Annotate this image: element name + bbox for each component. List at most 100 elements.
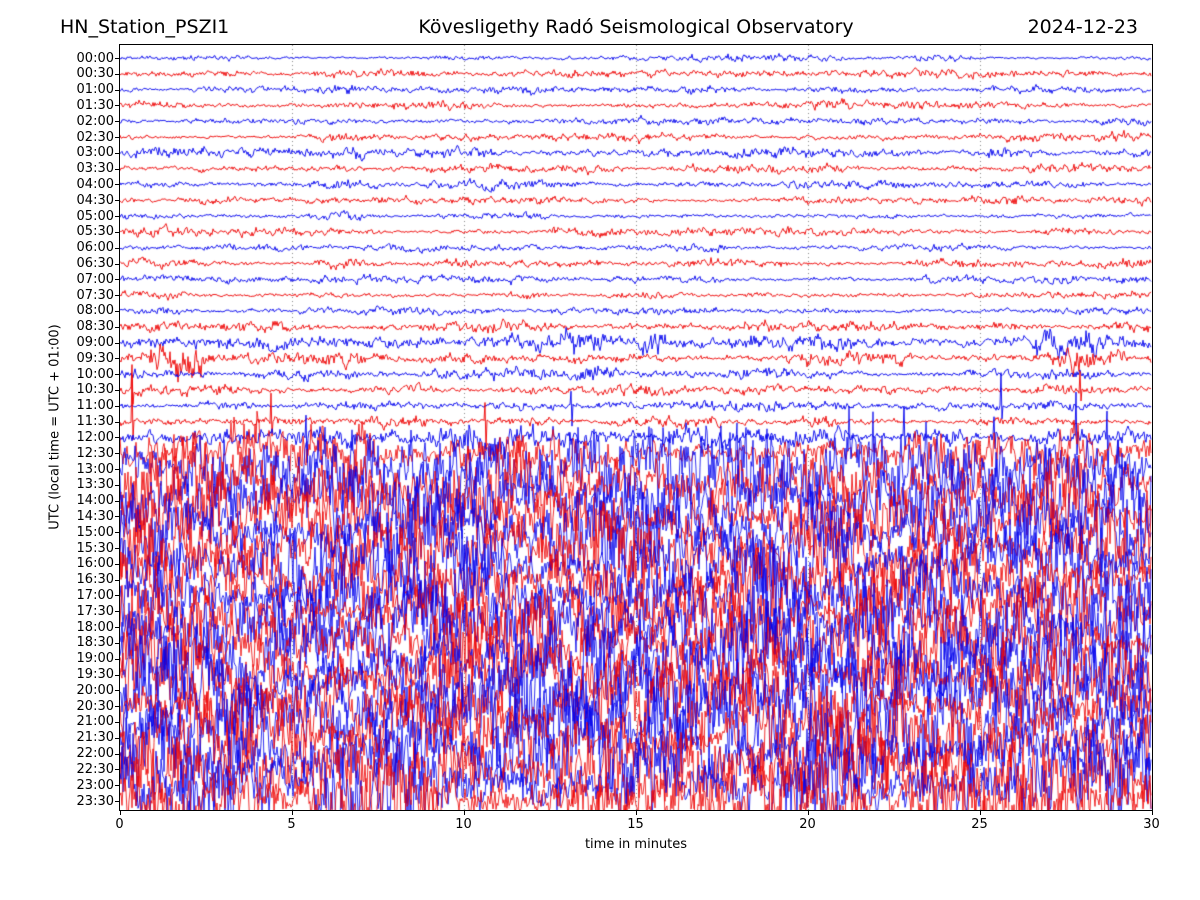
y-tick-mark bbox=[115, 89, 119, 91]
x-tick-label: 30 bbox=[1143, 817, 1160, 832]
x-tick-label: 10 bbox=[455, 817, 472, 832]
y-tick-mark bbox=[115, 389, 119, 391]
y-tick-mark bbox=[115, 532, 119, 534]
y-tick-mark bbox=[115, 579, 119, 581]
y-tick-mark bbox=[115, 326, 119, 328]
x-tick-label: 0 bbox=[115, 817, 124, 832]
y-tick-label: 11:00 bbox=[76, 398, 114, 414]
y-tick-label: 19:00 bbox=[76, 651, 114, 667]
y-tick-label: 06:30 bbox=[76, 256, 114, 271]
y-tick-mark bbox=[115, 721, 119, 723]
y-tick-label: 16:00 bbox=[76, 556, 114, 572]
y-tick-mark bbox=[115, 342, 119, 344]
observatory-title: Kövesligethy Radó Seismological Observat… bbox=[418, 16, 854, 38]
x-tick-mark bbox=[1151, 811, 1153, 815]
y-tick-label: 13:00 bbox=[76, 461, 114, 477]
y-tick-mark bbox=[115, 421, 119, 423]
y-tick-mark bbox=[115, 469, 119, 471]
y-tick-mark bbox=[115, 152, 119, 154]
y-tick-mark bbox=[115, 437, 119, 439]
y-tick-mark bbox=[115, 168, 119, 170]
y-tick-label: 19:30 bbox=[76, 667, 114, 683]
y-tick-mark bbox=[115, 358, 119, 360]
x-tick-mark bbox=[635, 811, 637, 815]
y-tick-label: 00:30 bbox=[76, 66, 114, 82]
y-tick-mark bbox=[115, 105, 119, 107]
y-tick-mark bbox=[115, 216, 119, 218]
y-tick-mark bbox=[115, 184, 119, 186]
y-tick-label: 23:30 bbox=[76, 793, 114, 809]
y-tick-mark bbox=[115, 627, 119, 629]
y-tick-mark bbox=[115, 58, 119, 59]
y-tick-label: 22:30 bbox=[76, 761, 114, 777]
y-tick-mark bbox=[115, 121, 119, 123]
y-tick-mark bbox=[115, 295, 119, 297]
y-tick-label: 08:30 bbox=[76, 319, 114, 335]
y-tick-mark bbox=[115, 753, 119, 755]
x-tick-label: 15 bbox=[627, 817, 644, 832]
y-tick-label: 16:30 bbox=[76, 572, 114, 588]
y-tick-label: 15:00 bbox=[76, 524, 114, 540]
y-tick-mark bbox=[115, 500, 119, 502]
y-tick-label: 18:30 bbox=[76, 635, 114, 651]
station-title: HN_Station_PSZI1 bbox=[60, 16, 230, 38]
y-tick-label: 02:00 bbox=[76, 113, 114, 129]
y-tick-mark bbox=[115, 737, 119, 739]
y-tick-mark bbox=[115, 263, 119, 265]
x-tick-mark bbox=[463, 811, 465, 815]
y-tick-mark bbox=[115, 73, 119, 75]
y-tick-mark bbox=[115, 231, 119, 233]
y-tick-label: 04:00 bbox=[76, 176, 114, 192]
y-tick-mark bbox=[115, 247, 119, 249]
y-tick-mark bbox=[115, 548, 119, 550]
y-tick-label: 07:00 bbox=[76, 271, 114, 287]
y-tick-label: 07:30 bbox=[76, 287, 114, 303]
plot-area bbox=[119, 44, 1153, 811]
y-tick-label: 14:00 bbox=[76, 493, 114, 509]
y-tick-label: 05:30 bbox=[76, 224, 114, 240]
x-tick-mark bbox=[291, 811, 293, 815]
y-tick-mark bbox=[115, 658, 119, 660]
y-tick-label: 09:00 bbox=[76, 335, 114, 351]
y-tick-label: 21:00 bbox=[76, 714, 114, 730]
y-tick-label: 02:30 bbox=[76, 129, 114, 145]
y-tick-label: 20:30 bbox=[76, 698, 114, 714]
y-tick-label: 21:30 bbox=[76, 730, 114, 746]
y-tick-label: 10:00 bbox=[76, 366, 114, 382]
y-tick-mark bbox=[115, 706, 119, 708]
y-tick-mark bbox=[115, 200, 119, 202]
y-tick-mark bbox=[115, 405, 119, 407]
x-tick-mark bbox=[807, 811, 809, 815]
x-axis-label: time in minutes bbox=[584, 837, 688, 852]
y-tick-label: 23:00 bbox=[76, 777, 114, 793]
y-tick-label: 08:00 bbox=[76, 303, 114, 319]
y-tick-label: 17:00 bbox=[76, 587, 114, 603]
x-tick-mark bbox=[979, 811, 981, 815]
y-tick-mark bbox=[115, 595, 119, 597]
y-tick-mark bbox=[115, 642, 119, 644]
x-tick-label: 20 bbox=[799, 817, 816, 832]
y-tick-mark bbox=[115, 690, 119, 692]
y-tick-label: 01:00 bbox=[76, 82, 114, 98]
date-title: 2024-12-23 bbox=[1027, 16, 1138, 38]
y-tick-label: 11:30 bbox=[76, 414, 114, 430]
y-tick-mark bbox=[115, 785, 119, 787]
y-tick-mark bbox=[115, 563, 119, 565]
y-tick-label: 09:30 bbox=[76, 350, 114, 366]
y-tick-mark bbox=[115, 279, 119, 281]
seismogram-canvas bbox=[120, 45, 1152, 810]
y-tick-label: 03:00 bbox=[76, 145, 114, 161]
y-tick-label: 18:00 bbox=[76, 619, 114, 635]
y-tick-label: 22:00 bbox=[76, 746, 114, 762]
y-tick-label: 20:00 bbox=[76, 682, 114, 698]
y-tick-mark bbox=[115, 310, 119, 312]
y-tick-label: 10:30 bbox=[76, 382, 114, 398]
y-tick-mark bbox=[115, 611, 119, 613]
y-tick-label: 06:00 bbox=[76, 240, 114, 256]
y-tick-mark bbox=[115, 484, 119, 486]
y-tick-label: 01:30 bbox=[76, 97, 114, 113]
y-tick-label: 04:30 bbox=[76, 192, 114, 208]
y-tick-label: 05:00 bbox=[76, 208, 114, 224]
y-tick-mark bbox=[115, 769, 119, 771]
